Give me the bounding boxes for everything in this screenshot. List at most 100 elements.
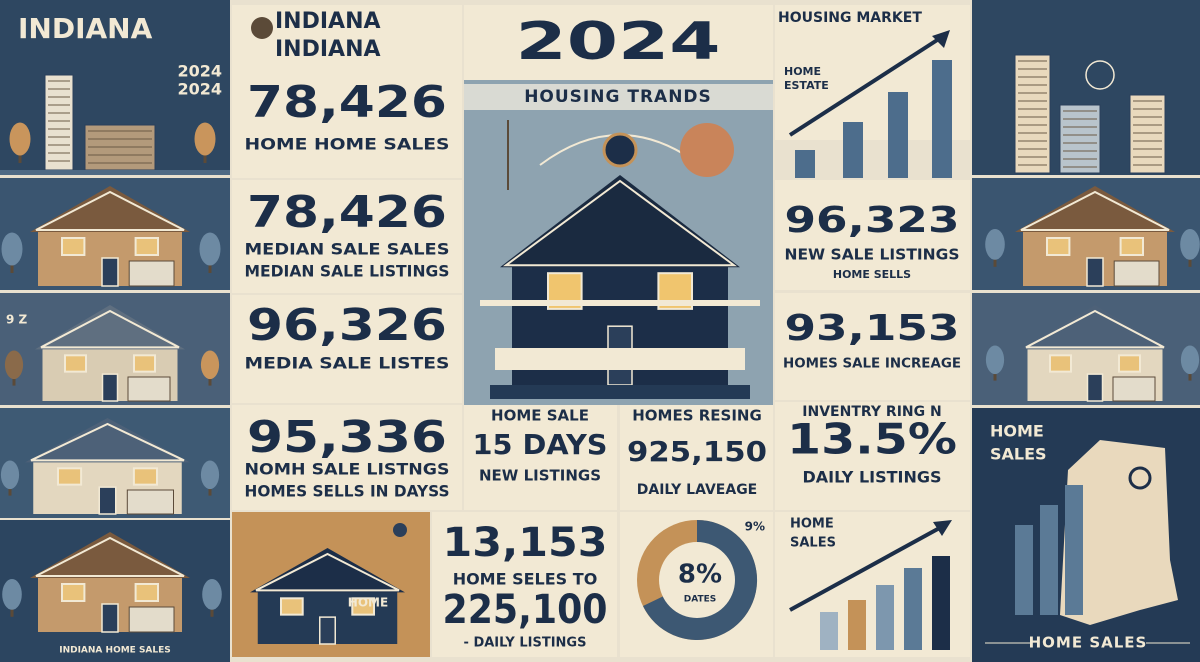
- window: [134, 237, 160, 256]
- bar: [843, 122, 863, 178]
- house: [25, 418, 190, 515]
- tree-crown: [200, 460, 220, 490]
- door: [1086, 257, 1104, 287]
- window: [1119, 237, 1144, 256]
- stat-label: HOME HOME SALES: [245, 135, 450, 154]
- window: [280, 597, 304, 616]
- bar: [848, 600, 866, 650]
- window: [1118, 354, 1141, 373]
- panel: [232, 295, 462, 403]
- house-roof: [30, 186, 190, 232]
- house-roof: [30, 532, 190, 578]
- stat-number: 78,426: [247, 187, 447, 238]
- house-roof-trim: [255, 552, 400, 592]
- stat-number: 96,326: [247, 300, 447, 351]
- stat-number: 93,153: [785, 308, 960, 349]
- panel: [232, 405, 462, 510]
- tree-crown: [1180, 229, 1200, 260]
- house: [1020, 305, 1170, 402]
- house: [35, 305, 185, 402]
- emblem: [602, 132, 638, 168]
- arrow-head: [932, 30, 950, 48]
- door: [101, 373, 119, 402]
- garage: [127, 376, 171, 402]
- caption: DATES: [684, 595, 717, 605]
- window: [132, 467, 158, 486]
- panel-label: SALES: [990, 445, 1047, 464]
- window: [57, 467, 83, 486]
- panel: [464, 5, 773, 80]
- door: [98, 486, 117, 515]
- house: [1015, 186, 1175, 287]
- window: [1049, 354, 1072, 373]
- ring-hole: [659, 542, 735, 618]
- stat-label: MEDIAN SALE LISTINGS: [245, 262, 450, 281]
- year: 2024: [177, 80, 222, 99]
- house: [30, 532, 190, 633]
- door: [319, 616, 336, 645]
- subtitle-band: [464, 84, 773, 110]
- garage: [128, 260, 175, 287]
- subtitle: HOUSING TRANDS: [524, 87, 712, 107]
- porch-roof: [480, 300, 760, 306]
- window: [133, 354, 156, 373]
- bar: [876, 585, 894, 650]
- chart-label: SALES: [790, 536, 836, 551]
- bar: [795, 150, 815, 178]
- tree-crown: [199, 232, 221, 266]
- garage: [128, 606, 175, 633]
- house-roof-trim: [1020, 190, 1170, 231]
- window: [351, 597, 375, 616]
- tile-label: HOMES RESING: [632, 407, 762, 425]
- tile-label: DAILY LAVEAGE: [637, 482, 758, 498]
- building: [44, 74, 74, 171]
- bar: [820, 612, 838, 650]
- bar: [932, 556, 950, 650]
- garage: [126, 489, 175, 515]
- house-roof-trim: [30, 422, 185, 462]
- stat-number: 13.5%: [787, 415, 957, 464]
- moon: [1085, 60, 1115, 90]
- house-roof-trim: [35, 190, 185, 231]
- trend-arrow: [789, 523, 946, 612]
- tile-number: 225,100: [443, 587, 608, 633]
- emblem: [680, 123, 734, 177]
- window: [61, 237, 86, 256]
- stat-label: INVENTRY RING N: [802, 404, 941, 420]
- header: INDIANA: [275, 9, 381, 34]
- window: [1046, 237, 1071, 256]
- stat-label: MEDIAN SALE SALES: [245, 240, 450, 259]
- tree-crown: [9, 122, 31, 156]
- tile-number: 15 DAYS: [473, 428, 608, 461]
- tile-label: - DAILY LISTINGS: [464, 636, 587, 651]
- title: INDIANA: [18, 12, 153, 45]
- tile-label: NEW LISTINGS: [479, 467, 601, 485]
- chart-label: ESTATE: [784, 79, 829, 92]
- house-roof-trim: [40, 309, 180, 349]
- tree-crown: [985, 229, 1005, 260]
- center-number: 8%: [678, 560, 722, 590]
- panel: [775, 402, 970, 510]
- panel: [775, 180, 970, 290]
- footer: HOME SALES: [1029, 634, 1148, 652]
- tree-crown: [200, 350, 220, 380]
- tree-crown: [0, 460, 20, 490]
- bar: [1065, 485, 1083, 615]
- stat-label: HOMES SELLS IN DAYSS: [245, 482, 450, 501]
- label: 9 Z: [6, 313, 28, 327]
- house-roof: [35, 305, 185, 350]
- stat-number: 95,336: [247, 412, 447, 463]
- state-shape: [1060, 440, 1178, 625]
- house: [30, 186, 190, 287]
- tree-crown: [202, 579, 222, 610]
- arrow-head: [933, 520, 952, 536]
- tree-crown: [1, 232, 23, 266]
- porch-base: [490, 385, 750, 399]
- stat-number: 78,426: [247, 77, 447, 128]
- house-roof: [250, 548, 405, 593]
- door: [101, 257, 119, 287]
- stat-label: HOMES SALE INCREAGE: [783, 357, 961, 372]
- house: [250, 548, 405, 645]
- panel-label: HOME: [990, 422, 1044, 441]
